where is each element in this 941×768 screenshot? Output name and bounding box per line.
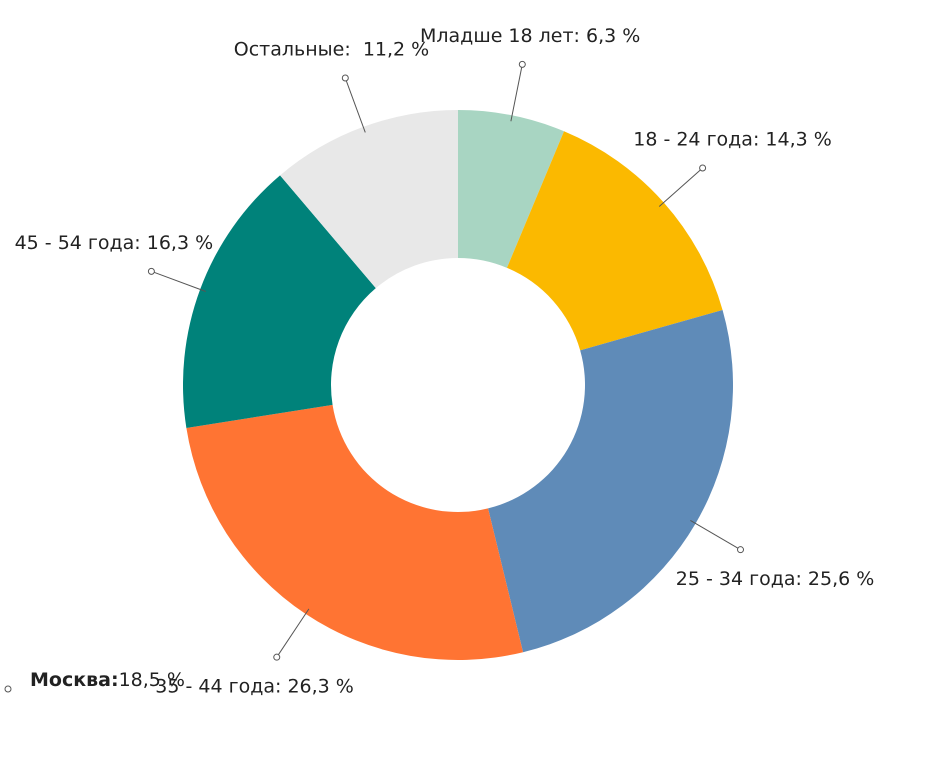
- leader-dot: [341, 74, 349, 82]
- annotation: Москва:18,5 %: [30, 669, 185, 691]
- slice-label: 25 - 34 года: 25,6 %: [676, 568, 875, 590]
- leader-dot: [147, 267, 155, 275]
- leader-line: [690, 520, 741, 551]
- slice-label: Младше 18 лет: 6,3 %: [420, 25, 640, 47]
- donut-slice: [458, 110, 565, 268]
- slice-label: Остальные: 11,2 %: [234, 39, 429, 61]
- leader-line: [510, 64, 523, 122]
- leader-dot: [699, 164, 707, 172]
- leader-line: [344, 77, 366, 133]
- leader-dot: [273, 653, 281, 661]
- donut-slice: [506, 131, 723, 351]
- leader-line: [151, 270, 206, 292]
- leader-dot: [518, 60, 526, 68]
- leader-line: [276, 608, 310, 658]
- leader-dot: [737, 546, 745, 554]
- annotation-marker: [4, 685, 12, 693]
- leader-line: [658, 167, 703, 207]
- annotation-label: Москва:: [30, 669, 119, 691]
- annotation-value: 18,5 %: [119, 669, 185, 691]
- donut-slice: [488, 309, 733, 653]
- slice-label: 45 - 54 года: 16,3 %: [15, 232, 214, 254]
- slice-label: 35 - 44 года: 26,3 %: [155, 676, 354, 698]
- donut-slice: [186, 404, 524, 660]
- donut-slice: [183, 175, 376, 429]
- donut-slice: [280, 110, 458, 289]
- slice-label: 18 - 24 года: 14,3 %: [633, 128, 832, 150]
